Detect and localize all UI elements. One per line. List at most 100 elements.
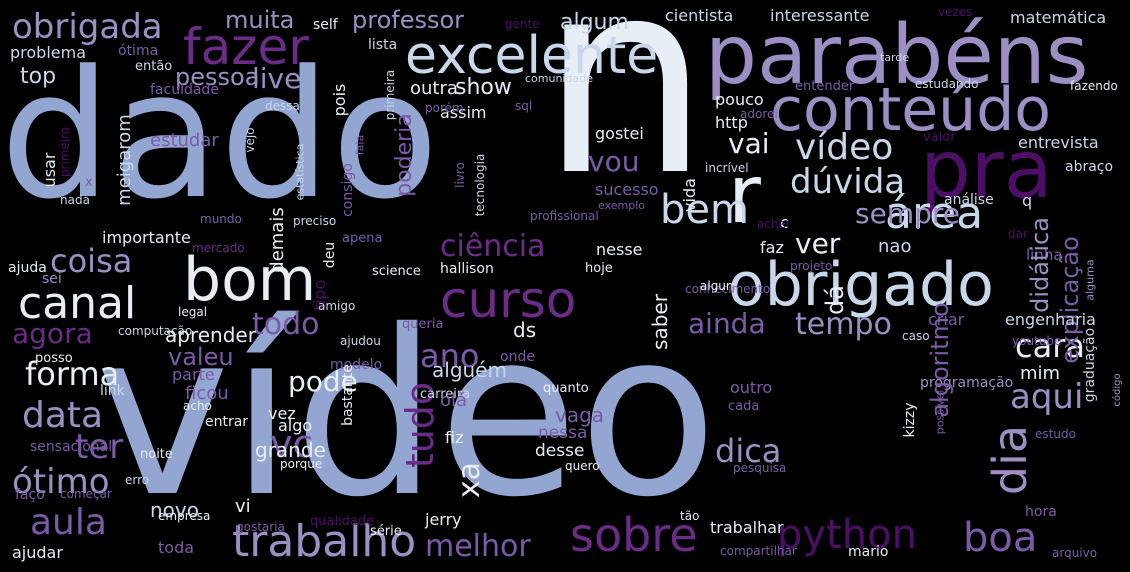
cloud-word: gostei: [595, 124, 644, 143]
cloud-word: erro: [125, 473, 150, 487]
cloud-word: dessa: [265, 99, 300, 113]
cloud-word: dica: [715, 432, 782, 470]
cloud-word: hoje: [585, 261, 613, 276]
cloud-word: deu: [322, 241, 338, 269]
cloud-word: então: [135, 59, 173, 74]
cloud-word: sensacional: [30, 439, 113, 455]
cloud-word: coisa: [50, 242, 133, 280]
cloud-word: tempo: [795, 307, 892, 342]
cloud-word: código: [1112, 373, 1123, 407]
cloud-word: algum: [560, 10, 629, 35]
cloud-word: ficou: [185, 383, 229, 404]
cloud-word: sql: [515, 99, 533, 113]
cloud-word: bom: [183, 245, 317, 315]
cloud-word: criar: [928, 310, 965, 329]
cloud-word: algun: [700, 279, 734, 293]
cloud-word: ainda: [688, 307, 766, 340]
cloud-word: achei: [757, 217, 790, 231]
cloud-word: livro: [453, 162, 467, 188]
cloud-word: q: [1022, 191, 1033, 210]
cloud-word: valor: [923, 130, 956, 145]
cloud-word: meigarom: [114, 114, 135, 206]
cloud-word: dia: [983, 424, 1037, 496]
cloud-word: c: [780, 213, 789, 232]
cloud-word: mercado: [192, 241, 245, 255]
cloud-word: consigo: [340, 163, 356, 217]
cloud-word: quanto: [543, 381, 589, 396]
cloud-word: engenharia: [1005, 310, 1096, 329]
cloud-word: show: [455, 75, 512, 100]
cloud-word: pois: [330, 83, 349, 117]
cloud-word: dado: [0, 33, 439, 238]
cloud-word: estudar: [150, 130, 219, 151]
cloud-word: linha: [1026, 246, 1063, 264]
cloud-word: vc: [270, 422, 314, 466]
cloud-word: cara: [1015, 327, 1085, 365]
cloud-word: começar: [60, 487, 112, 501]
cloud-word: data: [22, 395, 104, 436]
cloud-word: vida: [680, 178, 699, 212]
cloud-word: alguém: [432, 358, 507, 382]
cloud-word: vez: [268, 404, 296, 423]
cloud-word: nessa: [538, 423, 588, 443]
cloud-word: conteúdo: [770, 75, 1051, 145]
cloud-word: exemplo: [598, 199, 645, 212]
cloud-word: sei: [42, 271, 62, 287]
cloud-word: pesquisa: [733, 461, 787, 475]
cloud-word: aula: [30, 502, 107, 543]
cloud-word: alguma: [1083, 259, 1097, 301]
cloud-word: entrar: [205, 414, 249, 430]
cloud-word: aprender: [165, 323, 256, 347]
cloud-word: nesse: [596, 240, 643, 259]
cloud-word: ótima: [118, 43, 159, 59]
cloud-word: python: [777, 512, 917, 558]
cloud-word: matemática: [1010, 8, 1107, 27]
cloud-word: xa: [452, 461, 487, 499]
cloud-word: carreira: [420, 387, 471, 402]
cloud-word: fala: [353, 134, 367, 156]
cloud-word: mim: [1020, 363, 1061, 384]
cloud-word: self: [313, 17, 338, 33]
cloud-word: computação: [118, 324, 193, 338]
cloud-word: demais: [267, 207, 288, 273]
cloud-word: vi: [235, 496, 251, 517]
cloud-word: apena: [342, 231, 383, 246]
cloud-word: possível: [933, 389, 947, 435]
cloud-word: faz: [760, 238, 784, 257]
cloud-word: área: [885, 188, 984, 239]
cloud-word: science: [372, 264, 421, 279]
cloud-word: ver: [795, 227, 841, 260]
cloud-word: professor: [352, 6, 465, 34]
cloud-word: r: [728, 148, 761, 241]
cloud-word: lista: [368, 37, 398, 53]
cloud-word: vai: [728, 127, 770, 160]
cloud-word: fazer: [183, 18, 309, 76]
cloud-word: grande: [255, 438, 326, 462]
cloud-word: estudando: [915, 77, 979, 91]
cloud-word: série: [370, 524, 402, 539]
cloud-word: arquivo: [1052, 546, 1098, 560]
cloud-word: entrevista: [1018, 133, 1099, 152]
cloud-word: sobre: [570, 508, 698, 562]
cloud-word: sucesso: [595, 180, 659, 199]
cloud-word: preciso: [293, 214, 337, 228]
cloud-word: cientista: [665, 6, 734, 25]
cloud-word: sempre: [855, 197, 960, 230]
cloud-word: acho: [183, 399, 212, 413]
cloud-word: queria: [402, 317, 444, 332]
cloud-word: desse: [535, 441, 585, 461]
cloud-word: bastante: [340, 364, 356, 426]
cloud-word: link: [100, 383, 125, 399]
cloud-word: onde: [500, 349, 535, 365]
cloud-word: legal: [178, 305, 208, 319]
cloud-word: toda: [158, 538, 195, 557]
cloud-word: outro: [730, 378, 773, 397]
cloud-word: live: [252, 62, 302, 95]
cloud-word: x: [85, 175, 93, 190]
cloud-word: explicação: [1056, 236, 1084, 364]
cloud-word: usar: [40, 152, 59, 188]
cloud-word: jerry: [425, 510, 462, 529]
cloud-word: estudo: [1035, 427, 1076, 441]
cloud-word: novo: [150, 498, 199, 522]
cloud-word: algo: [278, 416, 313, 435]
